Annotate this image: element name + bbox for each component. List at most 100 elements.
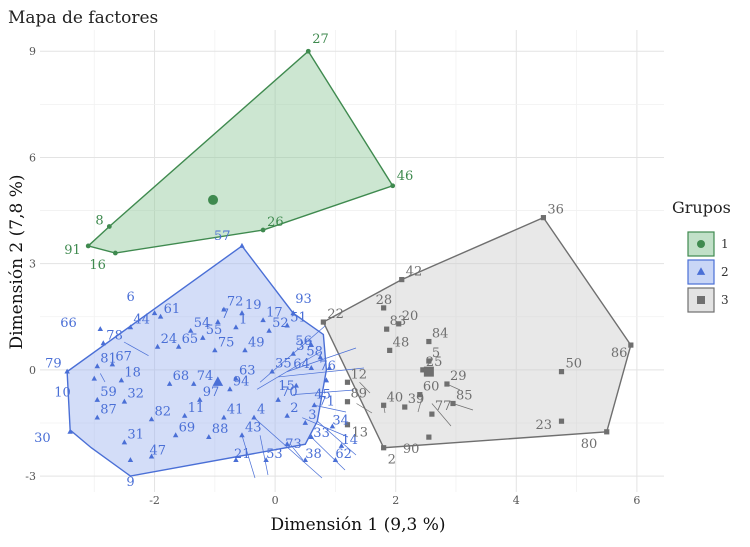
point-label: 60 — [423, 380, 440, 395]
point-group-1 — [390, 183, 396, 189]
point-label: 62 — [335, 447, 352, 462]
leader-line — [123, 341, 149, 357]
point-label: 61 — [164, 302, 181, 317]
group-hulls — [66, 50, 632, 477]
point-group-3 — [558, 418, 565, 424]
y-tick-label: 9 — [29, 45, 36, 58]
point-label: 8 — [95, 213, 103, 228]
point-label: 88 — [212, 422, 229, 437]
point-label: 47 — [150, 444, 167, 459]
point-group-2 — [94, 414, 101, 420]
point-group-3 — [381, 305, 387, 311]
point-label: 67 — [115, 350, 132, 365]
point-group-2 — [94, 396, 101, 402]
point-label: 24 — [161, 332, 178, 347]
point-group-2 — [233, 375, 239, 381]
point-group-2 — [332, 457, 339, 463]
point-label: 34 — [332, 414, 349, 429]
point-label: 11 — [188, 401, 205, 416]
point-group-2 — [308, 342, 315, 347]
point-group-3 — [429, 411, 435, 417]
legend-label: 2 — [721, 265, 729, 279]
point-group-1 — [260, 227, 266, 233]
point-label: 79 — [45, 357, 62, 372]
point-group-2 — [118, 377, 125, 383]
point-label: 37 — [296, 339, 313, 354]
point-label: 76 — [319, 359, 336, 374]
point-group-2 — [266, 327, 272, 333]
point-label: 19 — [245, 298, 262, 313]
leader-line — [311, 436, 346, 471]
point-label: 31 — [127, 427, 144, 442]
legend-label: 3 — [721, 293, 729, 307]
leader-line — [278, 367, 365, 378]
point-group-2 — [329, 423, 336, 429]
point-group-2 — [263, 457, 269, 463]
y-axis-title: Dimensión 2 (7,8 %) — [7, 174, 27, 349]
leader-line — [289, 443, 304, 461]
point-label: 45 — [314, 387, 331, 402]
point-label: 4 — [257, 403, 265, 418]
point-group-2 — [239, 310, 245, 316]
legend: Grupos 1 2 3 — [672, 198, 731, 313]
point-group-2 — [317, 354, 324, 360]
legend-title: Grupos — [672, 198, 731, 217]
leader-line — [259, 435, 269, 476]
point-group-3 — [426, 338, 432, 345]
point-label: 36 — [547, 203, 564, 218]
point-group-3 — [396, 321, 402, 327]
point-label: 12 — [350, 367, 367, 382]
point-label: 33 — [313, 426, 330, 441]
point-group-2 — [215, 319, 221, 324]
y-tick-label: -3 — [25, 470, 36, 483]
point-group-2 — [269, 368, 275, 374]
point-group-2 — [284, 412, 290, 418]
point-group-2 — [127, 324, 134, 330]
point-label: 97 — [203, 385, 220, 400]
point-group-2 — [181, 412, 188, 418]
point-label: 1 — [239, 312, 247, 327]
point-label: 81 — [100, 351, 117, 366]
point-label: 78 — [106, 328, 123, 343]
point-label: 13 — [351, 426, 368, 441]
leader-line — [253, 417, 323, 479]
legend-label: 1 — [721, 237, 729, 251]
chart-title: Mapa de factores — [8, 8, 158, 28]
legend-marker-2 — [696, 267, 706, 275]
point-label: 30 — [34, 431, 51, 446]
point-label: 48 — [393, 335, 410, 350]
point-label: 32 — [127, 387, 144, 402]
point-group-2 — [191, 380, 197, 386]
x-tick-label: 0 — [272, 494, 279, 507]
point-label: 52 — [272, 316, 289, 331]
point-label: 83 — [390, 314, 407, 329]
point-label: 20 — [402, 309, 419, 324]
point-group-2 — [197, 396, 203, 402]
point-label: 71 — [318, 394, 335, 409]
point-group-2 — [302, 419, 309, 425]
leader-line — [241, 435, 256, 479]
point-group-2 — [187, 327, 194, 333]
legend-marker-3 — [697, 296, 705, 304]
x-tick-label: 2 — [392, 494, 399, 507]
point-group-2 — [239, 242, 245, 248]
point-label: 91 — [64, 243, 81, 258]
point-group-2 — [275, 396, 281, 402]
point-label: 89 — [350, 387, 367, 402]
point-label: 59 — [100, 385, 117, 400]
point-label: 15 — [278, 379, 295, 394]
point-label: 53 — [266, 447, 283, 462]
point-label: 21 — [234, 447, 251, 462]
leader-line — [417, 394, 424, 413]
point-label: 50 — [566, 357, 583, 372]
y-tick-label: 3 — [29, 258, 36, 271]
point-group-2 — [148, 453, 155, 459]
point-group-3 — [444, 381, 450, 387]
point-group-2 — [308, 434, 315, 440]
leader-line — [317, 420, 357, 456]
point-group-2 — [242, 347, 248, 353]
point-group-2 — [338, 442, 345, 448]
point-group-2 — [157, 313, 164, 319]
